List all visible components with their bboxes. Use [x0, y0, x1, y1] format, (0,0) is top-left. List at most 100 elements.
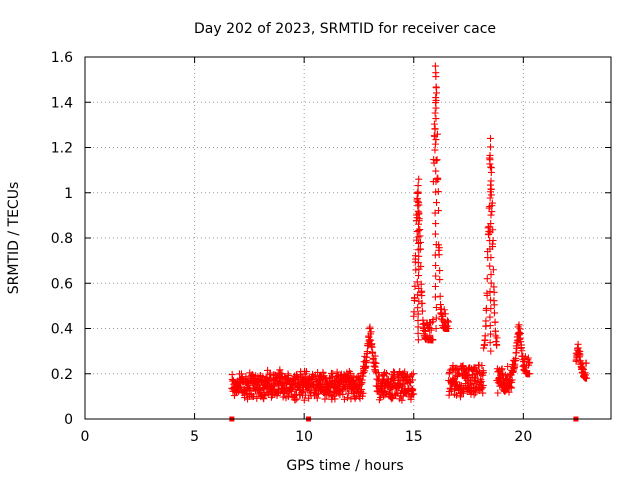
data-point — [410, 308, 418, 316]
data-point — [325, 387, 333, 395]
data-point — [358, 385, 366, 393]
data-point — [402, 389, 410, 397]
data-point — [486, 262, 494, 270]
data-point — [583, 374, 591, 382]
data-point — [489, 240, 497, 248]
data-point — [579, 366, 587, 374]
data-point — [388, 395, 396, 403]
data-point — [508, 376, 516, 384]
data-point — [478, 378, 486, 386]
data-point — [427, 326, 435, 334]
data-point — [489, 266, 497, 274]
data-point — [582, 359, 590, 367]
data-point — [390, 368, 398, 376]
data-point — [497, 366, 505, 374]
data-point — [432, 136, 440, 144]
data-point — [313, 394, 321, 402]
data-point — [431, 230, 439, 238]
data-point — [487, 220, 495, 228]
data-point — [413, 194, 421, 202]
data-point — [329, 370, 337, 378]
data-point — [493, 341, 501, 349]
data-point — [494, 389, 502, 397]
data-point — [416, 225, 424, 233]
y-tick-label: 1.4 — [51, 95, 73, 111]
x-axis-label: GPS time / hours — [286, 458, 403, 474]
data-point — [432, 262, 440, 270]
data-point — [505, 388, 513, 396]
data-point — [415, 272, 423, 280]
data-point — [487, 185, 495, 193]
data-point — [483, 275, 491, 283]
data-point — [487, 143, 495, 151]
data-point — [432, 157, 440, 165]
data-point — [339, 390, 347, 398]
data-point — [415, 284, 423, 292]
data-point — [300, 396, 308, 404]
data-point — [371, 367, 379, 375]
data-point — [486, 203, 494, 211]
data-point — [432, 314, 440, 322]
data-point — [486, 194, 494, 202]
data-point — [526, 370, 534, 378]
y-tick-label: 0.2 — [51, 367, 73, 383]
data-point — [409, 370, 417, 378]
data-point — [429, 316, 437, 324]
data-point — [359, 372, 367, 380]
data-point — [340, 395, 348, 403]
data-point — [432, 73, 440, 81]
data-point — [302, 391, 310, 399]
data-point — [487, 254, 495, 262]
data-point — [367, 328, 375, 336]
data-point — [486, 322, 494, 330]
data-point — [414, 323, 422, 331]
data-point — [485, 227, 493, 235]
data-point — [490, 288, 498, 296]
data-point — [414, 317, 422, 325]
data-point — [417, 280, 425, 288]
data-point — [486, 237, 494, 245]
data-point — [433, 130, 441, 138]
data-point — [374, 369, 382, 377]
data-point — [444, 318, 452, 326]
y-tick-label: 0.4 — [51, 322, 73, 338]
data-point — [436, 292, 444, 300]
data-point — [415, 252, 423, 260]
data-point — [486, 151, 494, 159]
data-point — [411, 282, 419, 290]
data-point — [432, 272, 440, 280]
y-tick-label: 0.6 — [51, 276, 73, 292]
data-point — [452, 391, 460, 399]
data-point — [479, 389, 487, 397]
data-point — [433, 89, 441, 97]
data-point — [331, 395, 339, 403]
data-point — [490, 301, 498, 309]
data-point — [487, 305, 495, 313]
x-tick-label: 15 — [405, 429, 423, 445]
data-point — [433, 156, 441, 164]
data-point — [408, 376, 416, 384]
data-point — [359, 389, 367, 397]
data-point — [410, 390, 418, 398]
data-point — [248, 370, 256, 378]
data-point — [487, 279, 495, 287]
y-tick-label: 0 — [64, 412, 73, 428]
data-point — [413, 214, 421, 222]
data-point — [432, 94, 440, 102]
data-point — [432, 304, 440, 312]
data-point — [436, 276, 444, 284]
data-point — [478, 362, 486, 370]
data-point — [431, 283, 439, 291]
data-point — [487, 347, 495, 355]
data-point — [432, 178, 440, 186]
data-point — [414, 310, 422, 318]
data-point — [516, 325, 524, 333]
data-point — [486, 288, 494, 296]
data-point — [415, 265, 423, 273]
data-point — [412, 266, 420, 274]
data-point — [511, 360, 519, 368]
x-tick-label: 10 — [295, 429, 313, 445]
data-point — [431, 146, 439, 154]
data-point — [371, 352, 379, 360]
